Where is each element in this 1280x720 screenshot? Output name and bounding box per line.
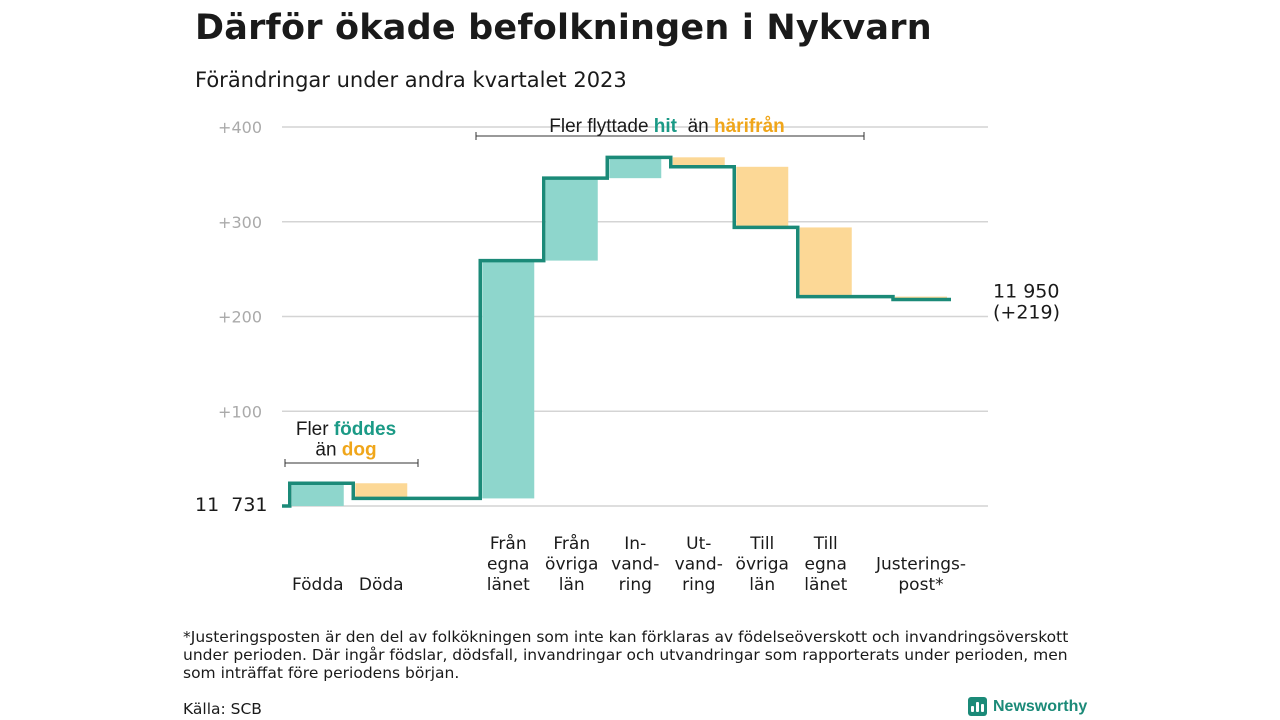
births-annotation-hit: föddes: [334, 419, 396, 440]
y-tick-label: +200: [218, 308, 262, 327]
waterfall-bar: [609, 157, 662, 179]
category-label: Från: [553, 533, 590, 554]
end-change-label: (+219): [993, 301, 1060, 323]
chart-subtitle: Förändringar under andra kvartalet 2023: [195, 68, 627, 92]
category-label: län: [749, 575, 775, 595]
category-label: Till: [749, 534, 774, 554]
end-value-label: 11 950: [993, 280, 1059, 302]
migration-annotation-harifran: härifrån: [714, 116, 785, 137]
category-label: länet: [804, 575, 847, 595]
births-annotation: än dog: [315, 440, 376, 461]
y-tick-label: +300: [218, 213, 262, 232]
category-label: Från: [490, 533, 527, 554]
category-label: vand-: [675, 555, 723, 575]
category-label: övriga: [545, 555, 598, 575]
category-label: Döda: [359, 575, 404, 595]
newsworthy-logo-text: Newsworthy: [993, 697, 1088, 715]
category-label: ring: [682, 575, 715, 595]
waterfall-bar: [799, 227, 852, 297]
waterfall-bar: [355, 483, 408, 499]
births-annotation: Fler föddes: [296, 419, 396, 440]
start-value-label: 11 731: [195, 494, 268, 516]
newsworthy-logo-icon: [968, 697, 987, 716]
category-label: Ut-: [686, 534, 711, 554]
births-annotation-plain: Fler: [296, 419, 334, 440]
migration-annotation-hit: hit: [654, 116, 678, 137]
migration-annotation: Fler flyttade hit än härifrån: [549, 116, 785, 137]
category-label: post*: [898, 575, 943, 595]
category-label: Födda: [292, 575, 344, 595]
category-label: ring: [619, 575, 652, 595]
category-label: egna: [805, 555, 847, 575]
migration-annotation-plain: än: [677, 116, 714, 137]
category-label: övriga: [736, 555, 789, 575]
waterfall-bar: [672, 157, 725, 167]
footnote: *Justeringsposten är den del av folkökni…: [183, 628, 1069, 682]
migration-annotation-plain: Fler flyttade: [549, 116, 654, 137]
category-label: In-: [624, 534, 646, 554]
category-label: Justerings-: [875, 555, 966, 575]
chart-title: Därför ökade befolkningen i Nykvarn: [195, 8, 932, 48]
step-line: [282, 155, 951, 508]
category-label: länet: [487, 575, 530, 595]
newsworthy-logo: Newsworthy: [968, 697, 1087, 716]
births-annotation-plain: än: [315, 440, 341, 461]
waterfall-bar: [545, 178, 598, 261]
category-label: län: [559, 575, 585, 595]
category-label: Till: [813, 534, 838, 554]
source-label: Källa: SCB: [183, 700, 262, 718]
births-annotation-harifran: dog: [342, 440, 377, 461]
y-tick-label: +100: [218, 402, 262, 421]
category-label: vand-: [611, 555, 659, 575]
waterfall-bar: [482, 260, 535, 499]
y-tick-label: +400: [218, 118, 262, 137]
waterfall-bar: [736, 166, 789, 228]
category-label: egna: [487, 555, 529, 575]
waterfall-bar: [291, 483, 344, 506]
